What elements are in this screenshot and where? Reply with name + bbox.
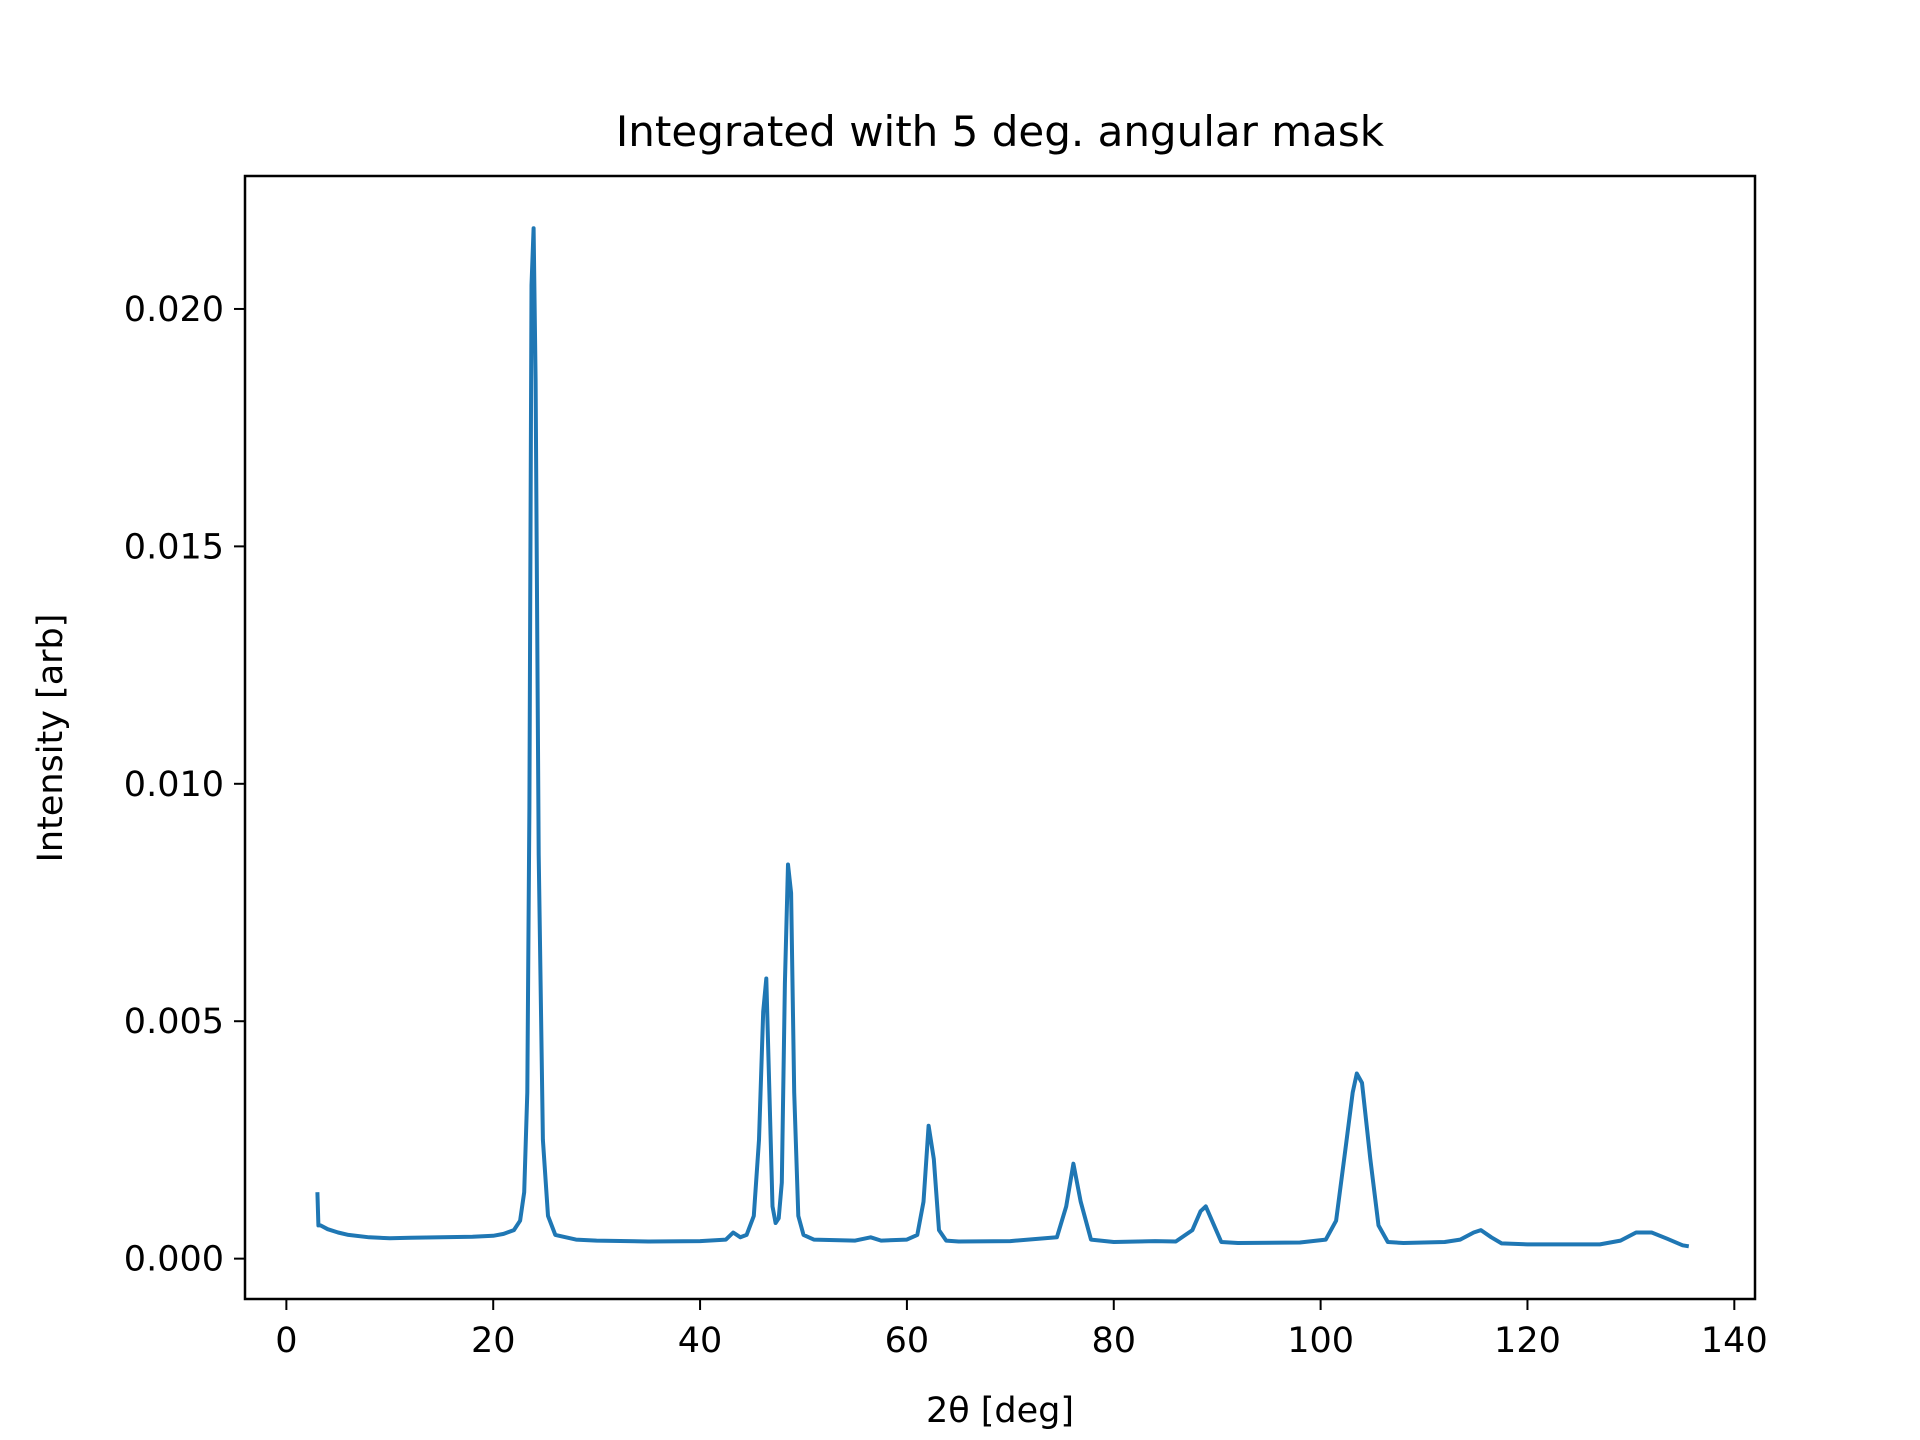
x-tick-label: 100 [1287, 1321, 1354, 1361]
x-tick-label: 60 [885, 1321, 930, 1361]
x-tick-label: 0 [275, 1321, 297, 1361]
y-axis: 0.000 0.005 0.010 0.015 0.020 [124, 290, 245, 1280]
x-axis-title: 2θ [deg] [926, 1391, 1074, 1431]
plot-area-frame [243, 174, 1757, 1301]
x-axis: 0 20 40 60 80 100 120 140 [275, 1299, 1768, 1361]
y-tick-label: 0.015 [124, 527, 224, 567]
series-line-0 [315, 226, 1690, 1249]
chart-title: Integrated with 5 deg. angular mask [616, 107, 1385, 156]
x-tick-label: 140 [1701, 1321, 1768, 1361]
x-tick-label: 80 [1091, 1321, 1136, 1361]
x-tick-label: 40 [678, 1321, 723, 1361]
series-layer [315, 226, 1690, 1249]
y-tick-label: 0.000 [124, 1240, 224, 1280]
y-tick-label: 0.020 [124, 290, 224, 330]
y-tick-label: 0.010 [124, 765, 224, 805]
y-tick-label: 0.005 [124, 1002, 224, 1042]
x-tick-label: 20 [471, 1321, 516, 1361]
x-tick-label: 120 [1494, 1321, 1561, 1361]
y-axis-title: Intensity [arb] [31, 614, 71, 863]
